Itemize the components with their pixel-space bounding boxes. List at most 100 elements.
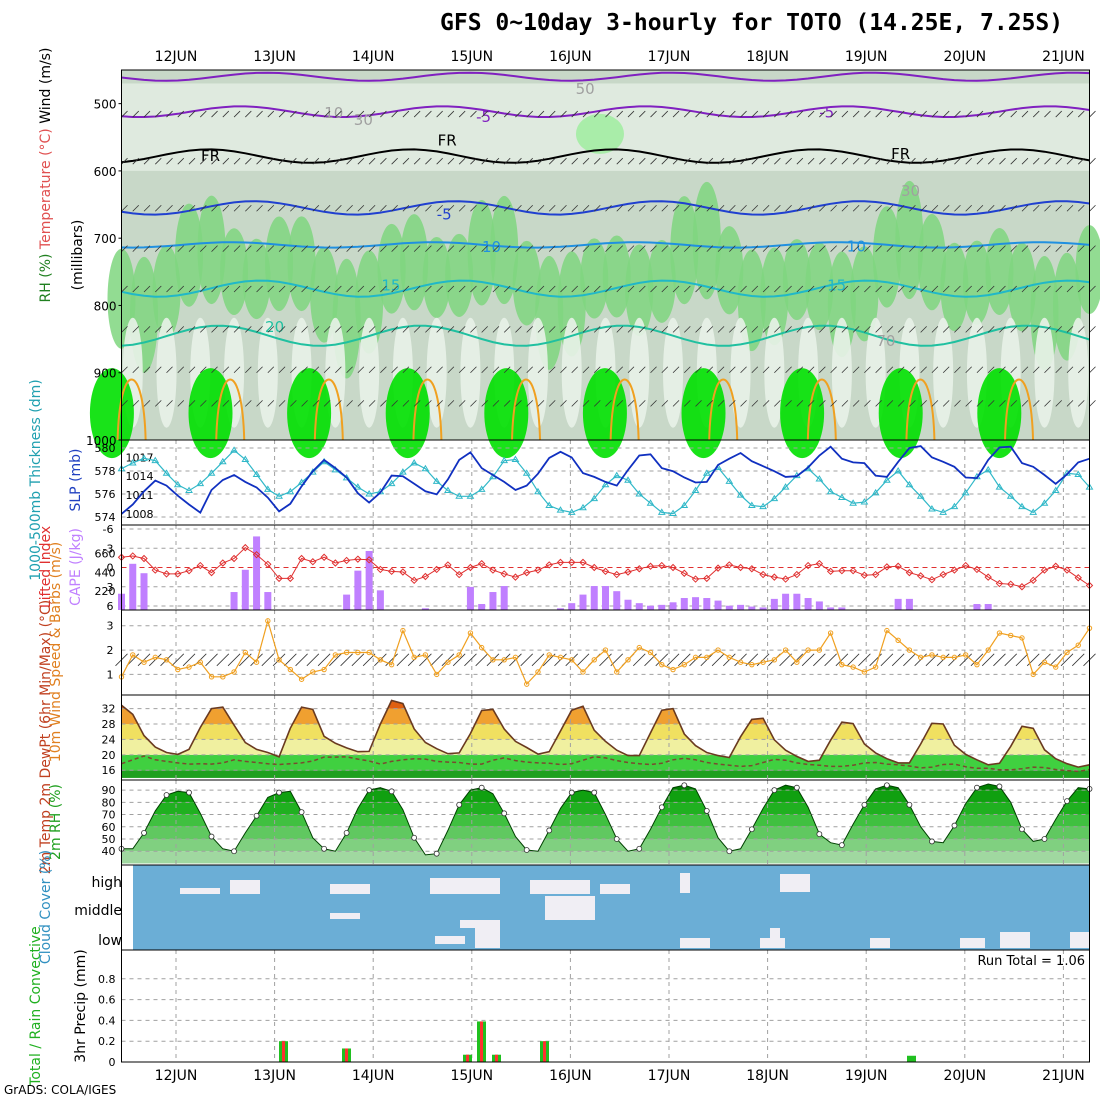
wind-barb	[458, 204, 466, 212]
wind-speed-marker	[242, 649, 249, 656]
wind-speed-marker	[276, 657, 282, 663]
wind-speed-marker	[614, 669, 620, 675]
wind-barb	[841, 366, 849, 374]
cape-bar	[376, 590, 384, 610]
wind-barb	[751, 326, 759, 333]
lifted-index-marker	[174, 570, 182, 578]
lifted-index-marker	[613, 570, 621, 579]
wind-barb	[706, 400, 714, 407]
wind-speed-marker	[647, 649, 654, 656]
wind-barb	[425, 245, 432, 252]
wind-barb	[368, 245, 376, 252]
wind-speed-marker	[670, 666, 676, 673]
wind-barb	[661, 400, 669, 407]
slp-tick: 1008	[126, 508, 154, 521]
rh-ylabel-part: 2m RH (%)	[48, 784, 64, 860]
wind-barb	[301, 157, 308, 165]
wind-barb	[954, 110, 961, 118]
wind-barb	[841, 110, 849, 118]
thickness-marker	[196, 479, 205, 487]
wind-barb	[1077, 400, 1085, 407]
temp-band	[121, 770, 1090, 778]
wind-barb	[684, 326, 691, 333]
wind-speed-marker	[355, 649, 361, 656]
wind-barb	[154, 110, 162, 118]
cloud-row-label: low	[98, 933, 122, 949]
wind-barb	[864, 157, 871, 165]
wind-barb	[548, 157, 556, 165]
thickness-marker	[984, 465, 993, 473]
wind-barb	[548, 204, 556, 212]
wind-barb	[931, 110, 939, 118]
wind-barb	[1066, 245, 1074, 252]
wind-barb	[132, 366, 140, 374]
wind-barb	[368, 157, 376, 165]
rh-patch	[850, 246, 879, 342]
wind-barb	[121, 400, 128, 407]
surface-wind-barb	[959, 653, 972, 667]
thickness-marker	[759, 502, 767, 510]
wind-barb	[177, 110, 185, 118]
slp-line	[120, 445, 1090, 515]
wind-barb	[864, 204, 871, 212]
wind-speed-marker	[929, 652, 935, 658]
wind-speed-marker	[771, 657, 778, 663]
wind-barb	[560, 110, 567, 118]
lifted-index-marker	[826, 567, 835, 576]
wind-barb	[470, 285, 477, 293]
wind-barb	[503, 400, 511, 407]
wind-barb	[954, 204, 961, 212]
thickness-marker	[151, 456, 160, 464]
wind-speed-marker	[816, 647, 823, 653]
precip-ylabel-left-part: Total / Rain Convective	[28, 926, 44, 1087]
wind-barb	[819, 245, 826, 252]
lifted-index-marker	[928, 575, 936, 584]
upper-y-tick: 900	[94, 367, 117, 381]
wind-barb	[537, 366, 545, 374]
wind-speed-marker	[906, 647, 913, 653]
cape-bar	[568, 603, 576, 610]
wind-barb	[503, 366, 511, 374]
isotherm-label-13: 10	[324, 104, 343, 122]
surface-wind-barb	[396, 653, 410, 667]
rh-tick: 70	[102, 809, 116, 822]
wind-barb	[920, 157, 927, 165]
wind-barb	[638, 157, 646, 165]
wind-barb	[481, 285, 488, 293]
wind-barb	[774, 400, 781, 407]
upper-y-tick: 600	[94, 165, 117, 179]
wind-barb	[391, 366, 398, 374]
wind-barb	[143, 110, 151, 118]
rh-marker	[906, 801, 913, 808]
lifted-index-marker	[736, 563, 745, 572]
wind-barb	[1010, 400, 1017, 407]
wind-barb	[132, 400, 140, 407]
wind-barb	[875, 285, 882, 293]
wind-barb	[380, 245, 387, 252]
thickness-marker	[477, 485, 486, 492]
surface-wind-barb	[171, 653, 185, 667]
rh-marker	[186, 789, 192, 796]
wind-barb	[864, 110, 871, 118]
wind-barb	[188, 245, 196, 252]
cape-tick: 220	[95, 585, 116, 598]
wind-barb	[548, 285, 556, 293]
wind-barb	[762, 285, 770, 293]
isotherm-25-loop	[905, 378, 936, 441]
wind-barb	[503, 326, 511, 333]
wind-barb	[233, 400, 241, 407]
wind-barb	[965, 204, 972, 212]
wind-barb	[256, 110, 263, 118]
thickness-tick: 574	[95, 511, 116, 524]
wind-barb	[380, 204, 387, 212]
cape-bar	[624, 599, 632, 610]
wind-barb	[571, 400, 579, 407]
wind-barb	[582, 400, 590, 407]
wind-barb	[121, 326, 128, 333]
thickness-marker	[1051, 486, 1060, 494]
thickness-marker	[770, 494, 779, 502]
li-tick: 3	[107, 581, 114, 594]
thickness-marker	[826, 487, 835, 495]
lifted-index-marker	[534, 566, 542, 574]
wind-barb	[605, 157, 612, 165]
